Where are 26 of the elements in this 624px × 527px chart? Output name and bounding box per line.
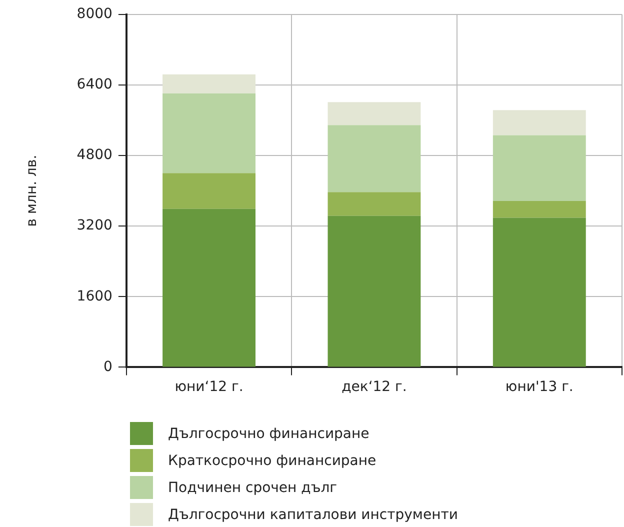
bar	[162, 208, 256, 367]
x-tick-label: юни‘12 г.	[174, 379, 244, 396]
x-tick-label: юни'13 г.	[505, 379, 574, 396]
y-tick-label: 1600	[76, 288, 112, 304]
legend-label: Подчинен срочен дълг	[168, 480, 338, 496]
legend-label: Дългосрочни капиталови инструменти	[168, 506, 458, 522]
bar	[492, 200, 586, 218]
legend-label: Дългосрочно финансиране	[168, 426, 370, 442]
bar	[328, 192, 421, 216]
bar	[162, 173, 256, 209]
y-tick-label: 3200	[76, 218, 112, 234]
bar	[162, 74, 256, 94]
y-tick-label: 6400	[76, 76, 112, 93]
bar	[328, 216, 421, 367]
y-tick-label: 8000	[76, 6, 112, 22]
bar	[162, 93, 256, 174]
legend-label: Краткосрочно финансиране	[168, 452, 376, 468]
bar	[492, 218, 586, 367]
bar	[492, 110, 586, 136]
bar	[328, 125, 421, 192]
y-axis-title: в млн. лв.	[24, 154, 40, 227]
y-tick-label: 0	[104, 358, 112, 375]
x-tick-label: дек‘12 г.	[342, 379, 407, 396]
y-tick-label: 4800	[76, 147, 112, 164]
bar	[492, 135, 586, 201]
bar	[328, 102, 421, 126]
